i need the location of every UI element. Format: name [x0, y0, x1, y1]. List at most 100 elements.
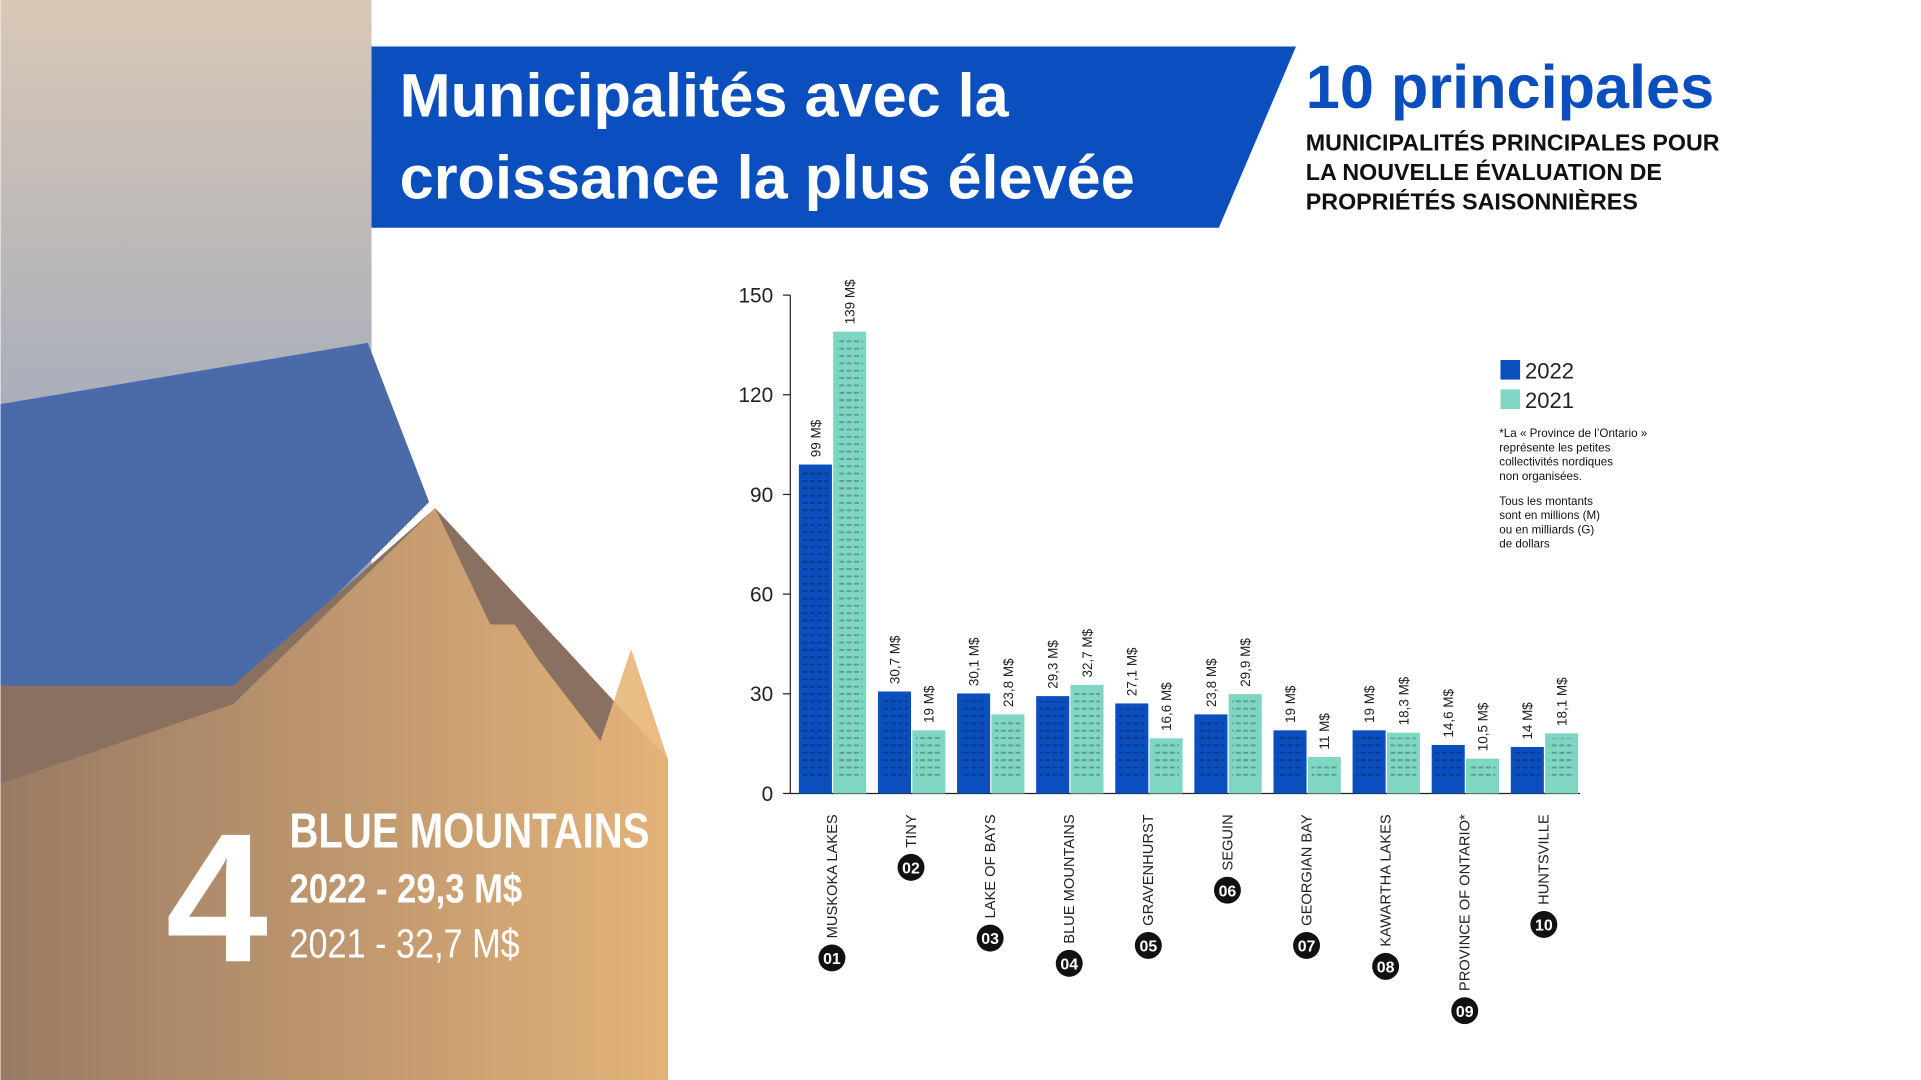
rank-badge: [1451, 997, 1479, 1025]
value-label: 29,3 M$: [1046, 640, 1061, 689]
subtitle-line: MUNICIPALITÉS PRINCIPALES POUR: [1306, 129, 1720, 156]
bar-windows: [1118, 708, 1145, 777]
highlight-2021: 2021 - 32,7 M$: [289, 921, 519, 967]
bar-windows: [1277, 735, 1303, 777]
value-label: 19 M$: [922, 685, 937, 723]
bar-windows: [881, 696, 908, 777]
bar-windows: [1469, 763, 1496, 777]
rank-badge: [1293, 931, 1321, 959]
highlight-2022: 2022 - 29,3 M$: [289, 865, 522, 911]
highlight-rank: 4: [166, 795, 268, 1000]
value-label: 11 M$: [1317, 713, 1332, 750]
x-tick-label: SEGUIN: [1220, 814, 1236, 870]
top-label: 10 principales: [1306, 53, 1714, 121]
value-label: 10,5 M$: [1475, 702, 1490, 751]
x-tick-label: KAWARTHA LAKES: [1379, 814, 1395, 947]
y-tick-label: 150: [738, 284, 773, 307]
note: non organisées.: [1499, 470, 1582, 483]
y-tick-label: 60: [750, 583, 773, 606]
rank-label: 10: [1535, 918, 1553, 935]
value-label: 29,9 M$: [1238, 638, 1253, 687]
value-label: 23,8 M$: [1204, 658, 1219, 707]
rank-badge: [897, 853, 925, 881]
rank-label: 07: [1298, 939, 1316, 956]
bar-windows: [1435, 749, 1462, 777]
rank-badge: [818, 944, 846, 972]
rank-label: 02: [902, 860, 920, 877]
y-tick-label: 0: [762, 783, 774, 806]
title-banner: [371, 46, 1297, 228]
bar-windows: [915, 735, 942, 777]
y-tick-label: 120: [738, 384, 773, 407]
rank-label: 03: [981, 931, 999, 948]
note: de dollars: [1499, 538, 1550, 551]
rank-label: 06: [1219, 883, 1237, 900]
legend-label: 2022: [1525, 358, 1574, 383]
note: collectivités nordiques: [1499, 456, 1613, 469]
rank-badge: [1372, 952, 1400, 980]
note: ou en milliards (G): [1499, 523, 1594, 536]
value-label: 32,7 M$: [1080, 628, 1095, 677]
note: Tous les montants: [1499, 495, 1593, 508]
rank-badge: [1134, 931, 1162, 959]
x-tick-label: GEORGIAN BAY: [1299, 814, 1315, 926]
title-line: croissance la plus élevée: [400, 143, 1135, 211]
rank-label: 08: [1377, 960, 1395, 977]
value-label: 16,6 M$: [1159, 682, 1174, 731]
value-label: 19 M$: [1362, 685, 1377, 723]
bar-windows: [1074, 689, 1100, 777]
x-tick-label: PROVINCE OF ONTARIO*: [1458, 814, 1474, 991]
x-tick-label: TINY: [904, 814, 920, 848]
note: représente les petites: [1499, 441, 1610, 454]
highlight-name: BLUE MOUNTAINS: [289, 804, 649, 858]
photo-overlay: [0, 508, 668, 1080]
bar-windows: [1356, 735, 1382, 777]
bar-windows: [1514, 751, 1541, 777]
rank-badge: [1055, 949, 1083, 977]
rank-label: 09: [1456, 1004, 1474, 1021]
rank-label: 01: [823, 951, 841, 968]
bar-windows: [1390, 737, 1417, 777]
rank-label: 04: [1060, 956, 1078, 973]
legend-swatch: [1500, 360, 1521, 380]
note: *La « Province de l’Ontario »: [1499, 427, 1647, 440]
title-line: Municipalités avec la: [400, 61, 1010, 129]
bar-windows: [1311, 761, 1338, 777]
bar-windows: [960, 698, 987, 777]
value-label: 139 M$: [843, 279, 858, 324]
value-label: 18,1 M$: [1555, 677, 1570, 726]
bar-windows: [1548, 738, 1575, 777]
value-label: 23,8 M$: [1001, 658, 1016, 707]
bar-windows: [836, 336, 863, 777]
rank-badge: [1530, 911, 1558, 938]
value-label: 14 M$: [1520, 702, 1535, 740]
bar-windows: [995, 719, 1021, 777]
x-tick-label: GRAVENHURST: [1141, 814, 1157, 926]
y-tick-label: 30: [750, 683, 773, 706]
bar-windows: [1198, 719, 1224, 777]
rank-badge: [1213, 876, 1241, 904]
value-label: 14,6 M$: [1441, 688, 1456, 737]
x-tick-label: LAKE OF BAYS: [983, 814, 999, 918]
rank-badge: [976, 924, 1004, 952]
bar-windows: [1232, 699, 1259, 777]
value-label: 18,3 M$: [1396, 676, 1411, 725]
note: sont en millions (M): [1499, 509, 1600, 522]
legend-label: 2021: [1525, 388, 1574, 413]
bar-windows: [1153, 743, 1179, 777]
x-tick-label: HUNTSVILLE: [1537, 814, 1553, 905]
subtitle-line: PROPRIÉTÉS SAISONNIÈRES: [1306, 187, 1638, 214]
x-tick-label: MUSKOKA LAKES: [825, 814, 841, 938]
value-label: 30,1 M$: [967, 637, 982, 686]
bar-windows: [802, 469, 829, 777]
legend-swatch: [1500, 389, 1521, 409]
bar-windows: [1039, 701, 1066, 777]
chart: 03 06 09 0 120 150 99 M$ 139 M$ MUSKOKA LAKES 01 3…: [738, 279, 1647, 1025]
value-label: 19 M$: [1283, 685, 1298, 723]
subtitle-line: LA NOUVELLE ÉVALUATION DE: [1306, 158, 1662, 185]
rank-label: 05: [1139, 939, 1157, 956]
value-label: 27,1 M$: [1125, 647, 1140, 696]
value-label: 99 M$: [808, 419, 823, 457]
